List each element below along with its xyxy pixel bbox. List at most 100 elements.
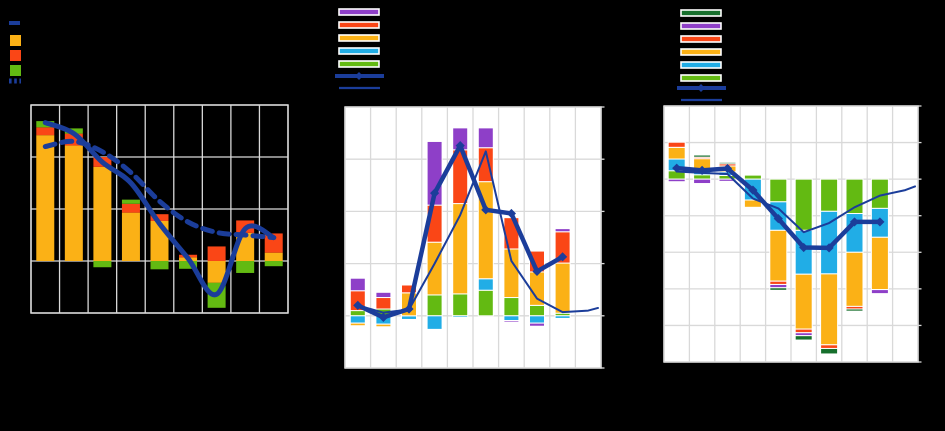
left-chart-green-component-segment [93, 261, 112, 268]
left-chart-legend-square-swatch [10, 65, 21, 76]
middle-chart-thin-line [356, 150, 599, 314]
middle-chart-cyan-component-segment [554, 315, 571, 319]
left-chart-dashed-trend-line [42, 138, 277, 241]
middle-chart-legend-bar-swatch [338, 47, 380, 55]
middle-chart-green-component-segment [477, 289, 494, 317]
middle-chart-amber-component-segment [375, 323, 392, 328]
middle-chart-diamond-marker [430, 188, 440, 198]
middle-chart-cyan-component-segment [426, 315, 443, 330]
left-chart-red-component-segment [207, 246, 226, 261]
right-chart-green-component-segment [693, 174, 712, 180]
right-chart-amber-component-segment [667, 146, 686, 160]
middle-chart-red-component-segment [401, 284, 417, 294]
middle-chart-purple-component-segment [349, 277, 366, 292]
right-chart-darkgreen-component-segment [693, 154, 712, 158]
right-chart-legend-diamond-marker [697, 84, 705, 92]
middle-chart-purple-component-segment [554, 228, 571, 233]
right-chart-legend-bar-swatch [680, 48, 722, 56]
right-chart-green-component-segment [794, 178, 813, 231]
right-chart-red-component-segment [794, 328, 813, 334]
middle-chart-green-component-segment [452, 293, 469, 317]
left-chart-red-component-segment [150, 214, 169, 221]
right-chart-diamond-marker [672, 163, 682, 173]
right-chart-purple-component-segment [667, 178, 686, 183]
right-chart-legend-bar-swatch [680, 22, 722, 30]
left-chart-red-component-segment [121, 203, 140, 213]
middle-chart-cyan-component-segment [401, 315, 417, 320]
middle-chart-diamond-marker [532, 266, 542, 277]
middle-chart-green-component-segment [426, 294, 443, 317]
right-chart-diamond-marker [824, 243, 834, 253]
right-chart-darkgreen-component-segment [845, 308, 864, 312]
middle-chart-legend-diamond-marker [355, 72, 363, 80]
right-chart-green-component-segment [820, 178, 839, 212]
right-chart-diamond-marker [748, 185, 758, 195]
right-chart-diamond-marker [799, 242, 809, 253]
right-chart-red-component-segment [820, 344, 839, 349]
right-chart-green-component-segment [769, 178, 788, 203]
right-chart-cyan-component-segment [794, 229, 813, 275]
middle-chart-legend-bar-swatch [338, 34, 380, 42]
right-chart-amber-component-segment [769, 229, 788, 282]
middle-chart-purple-component-segment [477, 127, 494, 149]
right-chart-darkgreen-component-segment [794, 335, 813, 341]
middle-chart-diamond-marker [455, 141, 465, 151]
right-chart-purple-component-segment [870, 289, 889, 295]
right-chart-darkgreen-component-segment [769, 287, 788, 291]
right-chart-diamond-marker [875, 217, 885, 227]
middle-chart-cyan-component-segment [452, 315, 469, 318]
right-chart-plot-border [663, 105, 919, 363]
right-chart-legend-bar-swatch [680, 9, 722, 17]
left-chart-green-component-segment [236, 261, 255, 273]
middle-chart-amber-component-segment [503, 248, 520, 299]
right-chart-thin-line [675, 170, 916, 234]
left-chart-legend-square-swatch [10, 35, 21, 46]
left-chart-amber-component-segment [264, 252, 283, 261]
right-chart-amber-component-segment [743, 199, 762, 208]
middle-chart-plot-border [344, 106, 602, 369]
left-chart-green-component-segment [264, 261, 283, 267]
middle-chart-legend-bar-swatch [338, 60, 380, 68]
middle-chart-purple-component-segment [529, 322, 545, 327]
middle-chart-amber-component-segment [349, 322, 366, 327]
middle-chart-amber-component-segment [554, 262, 571, 314]
right-chart-red-component-segment [667, 141, 686, 148]
right-chart-darkgreen-component-segment [718, 161, 737, 165]
left-chart-amber-component-segment [93, 166, 112, 261]
middle-chart-green-component-segment [529, 304, 545, 317]
right-chart-diamond-marker [722, 163, 733, 174]
middle-chart-cyan-component-segment [349, 315, 366, 324]
right-chart-darkgreen-component-segment [820, 347, 839, 355]
left-chart-red-component-segment [36, 127, 55, 136]
middle-chart-amber-component-segment [426, 241, 443, 296]
middle-chart-legend-bar-swatch [338, 8, 380, 16]
middle-chart-cyan-component-segment [477, 278, 494, 291]
left-chart-amber-component-segment [121, 212, 140, 261]
right-chart-amber-component-segment [870, 236, 889, 291]
middle-chart-purple-component-segment [503, 319, 520, 323]
left-chart-green-component-segment [150, 261, 169, 270]
middle-chart-legend-bar-swatch [338, 21, 380, 29]
middle-chart-diamond-marker [558, 252, 568, 262]
left-chart-plot-border [30, 104, 289, 314]
middle-chart-cyan-component-segment [503, 315, 520, 321]
middle-chart-purple-component-segment [375, 291, 392, 299]
right-chart-legend-bar-swatch [680, 35, 722, 43]
middle-chart-green-component-segment [349, 310, 366, 317]
middle-chart-diamond-marker [481, 205, 491, 215]
middle-chart-diamond-marker [378, 312, 388, 322]
left-chart-amber-component-segment [36, 135, 55, 261]
left-chart-green-component-segment [121, 199, 140, 204]
right-chart-purple-component-segment [718, 178, 737, 182]
middle-chart-red-component-segment [375, 297, 392, 310]
left-chart-amber-component-segment [64, 145, 83, 261]
right-chart-legend-bar-swatch [680, 61, 722, 69]
left-chart-red-component-segment [64, 133, 83, 146]
right-chart-amber-component-segment [845, 251, 864, 307]
right-chart-amber-component-segment [820, 273, 839, 346]
left-chart-amber-component-segment [207, 261, 226, 283]
right-chart-diamond-marker [849, 217, 860, 227]
left-chart-green-component-segment [179, 261, 198, 269]
right-chart-diamond-marker [773, 214, 783, 224]
